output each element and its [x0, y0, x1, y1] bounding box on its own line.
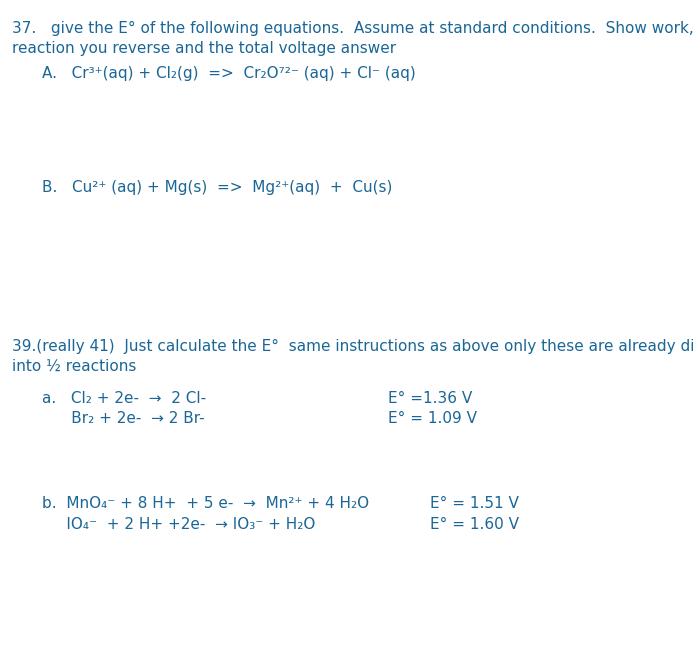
- Text: E° = 1.51 V: E° = 1.51 V: [430, 496, 518, 512]
- Text: E° =1.36 V: E° =1.36 V: [388, 391, 473, 406]
- Text: 37.   give the E° of the following equations.  Assume at standard conditions.  S: 37. give the E° of the following equatio…: [12, 21, 693, 36]
- Text: a.   Cl₂ + 2e-  →  2 Cl-: a. Cl₂ + 2e- → 2 Cl-: [42, 391, 206, 406]
- Text: E° = 1.60 V: E° = 1.60 V: [430, 517, 518, 533]
- Text: Br₂ + 2e-  → 2 Br-: Br₂ + 2e- → 2 Br-: [42, 411, 204, 426]
- Text: A.   Cr³⁺(aq) + Cl₂(g)  =>  Cr₂O⁷²⁻ (aq) + Cl⁻ (aq): A. Cr³⁺(aq) + Cl₂(g) => Cr₂O⁷²⁻ (aq) + C…: [42, 66, 415, 81]
- Text: b.  MnO₄⁻ + 8 H+  + 5 e-  →  Mn²⁺ + 4 H₂O: b. MnO₄⁻ + 8 H+ + 5 e- → Mn²⁺ + 4 H₂O: [42, 496, 369, 512]
- Text: into ½ reactions: into ½ reactions: [12, 358, 137, 374]
- Text: reaction you reverse and the total voltage answer: reaction you reverse and the total volta…: [12, 41, 396, 56]
- Text: IO₄⁻  + 2 H+ +2e-  → IO₃⁻ + H₂O: IO₄⁻ + 2 H+ +2e- → IO₃⁻ + H₂O: [42, 517, 315, 533]
- Text: B.   Cu²⁺ (aq) + Mg(s)  =>  Mg²⁺(aq)  +  Cu(s): B. Cu²⁺ (aq) + Mg(s) => Mg²⁺(aq) + Cu(s): [42, 180, 392, 195]
- Text: 39.(really 41)  Just calculate the E°  same instructions as above only these are: 39.(really 41) Just calculate the E° sam…: [12, 339, 693, 354]
- Text: E° = 1.09 V: E° = 1.09 V: [388, 411, 477, 426]
